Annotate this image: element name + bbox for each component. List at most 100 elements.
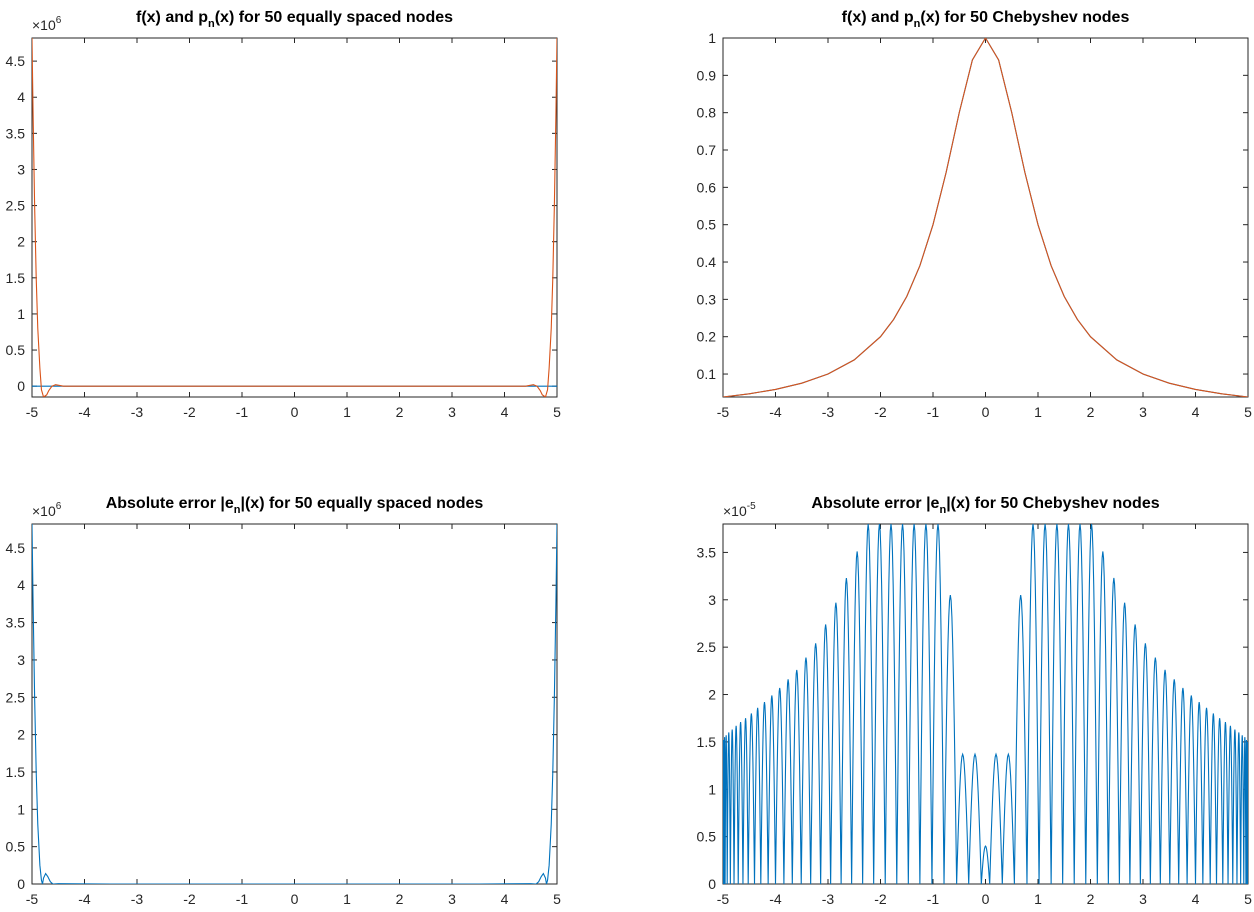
y-tick-label: 0.5 bbox=[6, 839, 26, 855]
y-tick-label: 2.5 bbox=[6, 198, 26, 214]
axis-exponent-power: -5 bbox=[747, 501, 756, 512]
chart-title-text: f(x) and p bbox=[136, 9, 208, 26]
chart-title-subscript: n bbox=[914, 18, 921, 30]
x-tick-label: 3 bbox=[1139, 891, 1147, 907]
x-tick-label: -4 bbox=[78, 404, 91, 420]
x-tick-label: -3 bbox=[131, 404, 144, 420]
subplot-1: -5 -4 -3 -2 -1 0 1 2 3 4 5 0 0.5 1 1.5 2 2.5 3 3.5 4 4.5 ×106… bbox=[6, 9, 562, 420]
chart-title: Absolute error |en|(x) for 50 equally sp… bbox=[106, 495, 484, 516]
y-tick-label: 2 bbox=[17, 727, 25, 743]
y-tick-label: 0 bbox=[708, 876, 716, 892]
x-tick-label: 3 bbox=[448, 404, 456, 420]
axes-box bbox=[722, 37, 1249, 398]
x-tick-label: 2 bbox=[396, 891, 404, 907]
axis-exponent-base: ×10 bbox=[723, 503, 747, 519]
y-tick-label: 0.9 bbox=[697, 67, 717, 83]
series-line-1 bbox=[32, 524, 557, 884]
y-tick-label: 0.5 bbox=[6, 342, 26, 358]
axes-box bbox=[31, 37, 558, 398]
x-tick-label: 1 bbox=[343, 891, 351, 907]
chart-title-text: Absolute error |e bbox=[106, 495, 234, 512]
y-tick-label: 0.2 bbox=[697, 329, 717, 345]
y-tick-label: 2.5 bbox=[6, 689, 26, 705]
series-line-1 bbox=[723, 38, 1248, 397]
x-tick-label: -2 bbox=[874, 404, 887, 420]
x-tick-label: 3 bbox=[448, 891, 456, 907]
x-tick-label: 2 bbox=[1087, 404, 1095, 420]
x-tick-label: -3 bbox=[822, 891, 835, 907]
y-tick-label: 0.3 bbox=[697, 291, 717, 307]
x-tick-label: -5 bbox=[26, 891, 39, 907]
x-tick-label: -2 bbox=[183, 891, 196, 907]
y-tick-label: 4 bbox=[17, 577, 25, 593]
x-tick-label: -3 bbox=[131, 891, 144, 907]
y-tick-label: 4.5 bbox=[6, 540, 26, 556]
chart-title-subscript: n bbox=[208, 18, 215, 30]
axis-exponent-label: ×10-5 bbox=[723, 501, 756, 519]
y-tick-label: 0.1 bbox=[697, 366, 717, 382]
y-tick-label: 1 bbox=[17, 306, 25, 322]
chart-title-text-rest: (x) for 50 equally spaced nodes bbox=[215, 9, 453, 26]
subplot-2: -5 -4 -3 -2 -1 0 1 2 3 4 5 0.1 0.2 0.3 0.4 0.5 0.6 0.7 0.8… bbox=[697, 9, 1253, 420]
x-tick-label: -4 bbox=[769, 404, 782, 420]
x-tick-label: 1 bbox=[343, 404, 351, 420]
chart-title-text: f(x) and p bbox=[842, 9, 914, 26]
y-tick-label: 2 bbox=[17, 234, 25, 250]
x-tick-label: -5 bbox=[26, 404, 39, 420]
x-tick-label: 3 bbox=[1139, 404, 1147, 420]
y-tick-label: 0.7 bbox=[697, 142, 717, 158]
chart-title-subscript: n bbox=[939, 504, 946, 516]
chart-title-text: Absolute error |e bbox=[811, 495, 939, 512]
series-line-2 bbox=[723, 38, 1248, 397]
y-tick-label: 2 bbox=[708, 687, 716, 703]
x-tick-label: 0 bbox=[291, 404, 299, 420]
plot-area bbox=[32, 38, 557, 397]
x-tick-label: 4 bbox=[1192, 404, 1200, 420]
y-tick-label: 0.4 bbox=[697, 254, 717, 270]
x-tick-label: 4 bbox=[501, 404, 509, 420]
y-tick-label: 0.5 bbox=[697, 829, 717, 845]
axis-exponent-power: 6 bbox=[56, 501, 62, 512]
series-line-1 bbox=[723, 524, 1248, 884]
x-tick-label: -1 bbox=[927, 891, 940, 907]
chart-title: f(x) and pn(x) for 50 equally spaced nod… bbox=[136, 9, 453, 30]
x-tick-label: 0 bbox=[291, 891, 299, 907]
x-tick-label: -5 bbox=[717, 404, 730, 420]
x-tick-label: 1 bbox=[1034, 404, 1042, 420]
axis-exponent-base: ×10 bbox=[32, 17, 56, 33]
plot-area bbox=[723, 38, 1248, 397]
y-tick-label: 1 bbox=[708, 781, 716, 797]
x-tick-label: -1 bbox=[236, 891, 249, 907]
x-tick-label: 1 bbox=[1034, 891, 1042, 907]
y-tick-label: 3.5 bbox=[6, 125, 26, 141]
x-tick-label: 4 bbox=[501, 891, 509, 907]
y-tick-label: 3 bbox=[17, 652, 25, 668]
y-tick-label: 1 bbox=[17, 801, 25, 817]
x-tick-label: -1 bbox=[236, 404, 249, 420]
y-tick-label: 1.5 bbox=[697, 734, 717, 750]
x-tick-label: -2 bbox=[183, 404, 196, 420]
x-tick-label: 5 bbox=[553, 891, 561, 907]
y-tick-label: 3 bbox=[708, 592, 716, 608]
y-tick-label: 0.6 bbox=[697, 179, 717, 195]
chart-title-subscript: n bbox=[234, 504, 241, 516]
y-tick-label: 1 bbox=[708, 30, 716, 46]
x-tick-label: -5 bbox=[717, 891, 730, 907]
x-tick-label: -3 bbox=[822, 404, 835, 420]
y-tick-label: 3.5 bbox=[6, 615, 26, 631]
x-tick-label: -4 bbox=[769, 891, 782, 907]
chart-title-text-rest: |(x) for 50 equally spaced nodes bbox=[241, 495, 484, 512]
chart-title-text-rest: |(x) for 50 Chebyshev nodes bbox=[946, 495, 1160, 512]
y-tick-label: 1.5 bbox=[6, 270, 26, 286]
x-tick-label: 0 bbox=[982, 404, 990, 420]
x-tick-label: 2 bbox=[396, 404, 404, 420]
x-tick-label: 2 bbox=[1087, 891, 1095, 907]
chart-title: Absolute error |en|(x) for 50 Chebyshev … bbox=[811, 495, 1159, 516]
y-tick-label: 0.5 bbox=[697, 217, 717, 233]
x-tick-label: 5 bbox=[553, 404, 561, 420]
x-tick-label: 5 bbox=[1244, 891, 1252, 907]
x-tick-label: -2 bbox=[874, 891, 887, 907]
y-tick-label: 4.5 bbox=[6, 53, 26, 69]
y-tick-label: 1.5 bbox=[6, 764, 26, 780]
